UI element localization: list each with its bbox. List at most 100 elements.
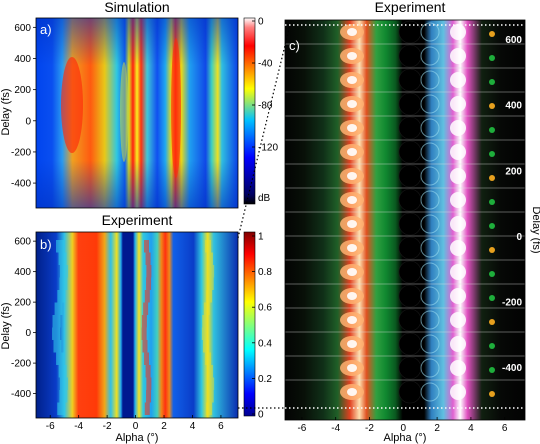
beam-spot xyxy=(489,199,495,205)
y-tick-label: 0 xyxy=(516,232,522,243)
beam-block-disc xyxy=(398,356,422,380)
heatmap-step xyxy=(57,290,66,303)
x-tick-label: 4 xyxy=(190,421,196,432)
heatmap-step xyxy=(201,327,208,340)
y-tick-label: 0 xyxy=(25,116,31,127)
beam-block-disc xyxy=(398,260,422,284)
heatmap-step xyxy=(58,365,67,378)
x-tick-label: -6 xyxy=(46,421,55,432)
beam-block-disc xyxy=(398,188,422,212)
diffraction-ring xyxy=(420,190,440,210)
x-tick-label: -6 xyxy=(297,423,306,434)
heatmap-step xyxy=(207,252,214,265)
heatmap-step xyxy=(208,377,215,390)
beam-block-disc xyxy=(398,68,422,92)
panel-c-frame-lines xyxy=(285,43,525,381)
beam-spot xyxy=(450,168,466,184)
heatmap-step xyxy=(202,315,209,328)
beam-spot xyxy=(347,148,357,156)
heatmap-step xyxy=(59,265,68,278)
panel-b-colorbar-ticks: 1 0.8 0.6 0.4 0.2 0 xyxy=(252,232,272,421)
beam-spot xyxy=(450,120,466,136)
colorbar-tick-label: 0.6 xyxy=(258,303,272,314)
heatmap-step xyxy=(56,352,65,365)
connector-lines xyxy=(237,24,525,409)
panel-b-title: Experiment xyxy=(102,212,173,228)
y-tick-label: -200 xyxy=(11,359,31,370)
heatmap-step xyxy=(206,402,213,415)
colorbar-tick-label: 0.4 xyxy=(258,338,272,349)
panel-a-colorbar-ticks: 0 -40 -80 -120 xyxy=(252,17,278,154)
panel-a-label: a) xyxy=(40,22,52,37)
colorbar-tick-label: 0.8 xyxy=(258,267,272,278)
colorbar-tick-label: -120 xyxy=(258,143,278,154)
heatmap-step xyxy=(202,340,209,353)
heatmap-step xyxy=(53,340,62,353)
diffraction-ring xyxy=(420,310,440,330)
beam-spot xyxy=(347,316,357,324)
beam-block-disc xyxy=(398,92,422,116)
x-tick-label: 0 xyxy=(401,423,407,434)
panel-c-frame xyxy=(284,19,526,421)
panel-a-frame xyxy=(35,17,239,209)
beam-spot xyxy=(347,292,357,300)
beam-spot xyxy=(347,268,357,276)
beam-block-disc xyxy=(398,140,422,164)
panel-a-ylabel: Delay (fs) xyxy=(0,88,12,135)
beam-spot xyxy=(347,220,357,228)
beam-spot xyxy=(489,127,495,133)
beam-spot xyxy=(347,172,357,180)
y-tick-label: 200 xyxy=(14,85,31,96)
y-tick-label: -400 xyxy=(11,179,31,190)
panel-b-ylabel: Delay (fs) xyxy=(0,302,12,349)
beam-block-disc xyxy=(398,236,422,260)
heatmap-step xyxy=(143,302,149,315)
heatmap-step xyxy=(207,390,214,403)
heatmap-step xyxy=(58,252,67,265)
x-tick-label: 6 xyxy=(218,421,224,432)
panel-c-spots xyxy=(340,24,495,400)
x-tick-label: 0 xyxy=(133,421,139,432)
panel-b-xticks: -6 -4 -2 0 2 4 6 xyxy=(46,415,224,432)
colorbar-tick-label: 0 xyxy=(258,410,264,421)
beam-spot xyxy=(450,96,466,112)
connector-top xyxy=(237,24,291,239)
colorbar-tick-label: 0.2 xyxy=(258,374,272,385)
y-tick-label: 200 xyxy=(505,166,522,177)
beam-spot xyxy=(347,28,357,36)
beam-spot xyxy=(347,364,357,372)
diffraction-ring xyxy=(420,262,440,282)
diffraction-ring xyxy=(420,118,440,138)
beam-block-disc xyxy=(398,308,422,332)
beam-spot xyxy=(347,244,357,252)
beam-spot xyxy=(347,76,357,84)
panel-b-steps xyxy=(52,240,215,415)
panel-a-colorbar xyxy=(243,17,256,205)
beam-spot xyxy=(450,288,466,304)
diffraction-ring xyxy=(420,286,440,306)
y-tick-label: -400 xyxy=(502,363,522,374)
panel-a-hotspot xyxy=(61,57,83,153)
y-tick-label: -200 xyxy=(11,147,31,158)
beam-spot xyxy=(450,24,466,40)
heatmap-step xyxy=(205,240,211,253)
x-tick-label: -4 xyxy=(331,423,340,434)
beam-spot xyxy=(450,384,466,400)
y-tick-label: 200 xyxy=(14,298,31,309)
beam-spot xyxy=(450,336,466,352)
y-tick-label: 400 xyxy=(14,267,31,278)
beam-spot xyxy=(489,103,495,109)
diffraction-ring xyxy=(420,142,440,162)
beam-block-disc xyxy=(398,212,422,236)
heatmap-step xyxy=(59,277,68,290)
x-tick-label: -2 xyxy=(365,423,374,434)
heatmap-step xyxy=(59,390,68,403)
beam-spot xyxy=(489,223,495,229)
x-tick-label: 2 xyxy=(161,421,167,432)
beam-block-disc xyxy=(398,164,422,188)
y-tick-label: -400 xyxy=(11,389,31,400)
heatmap-step xyxy=(54,302,63,315)
panel-a-title: Simulation xyxy=(104,0,169,15)
